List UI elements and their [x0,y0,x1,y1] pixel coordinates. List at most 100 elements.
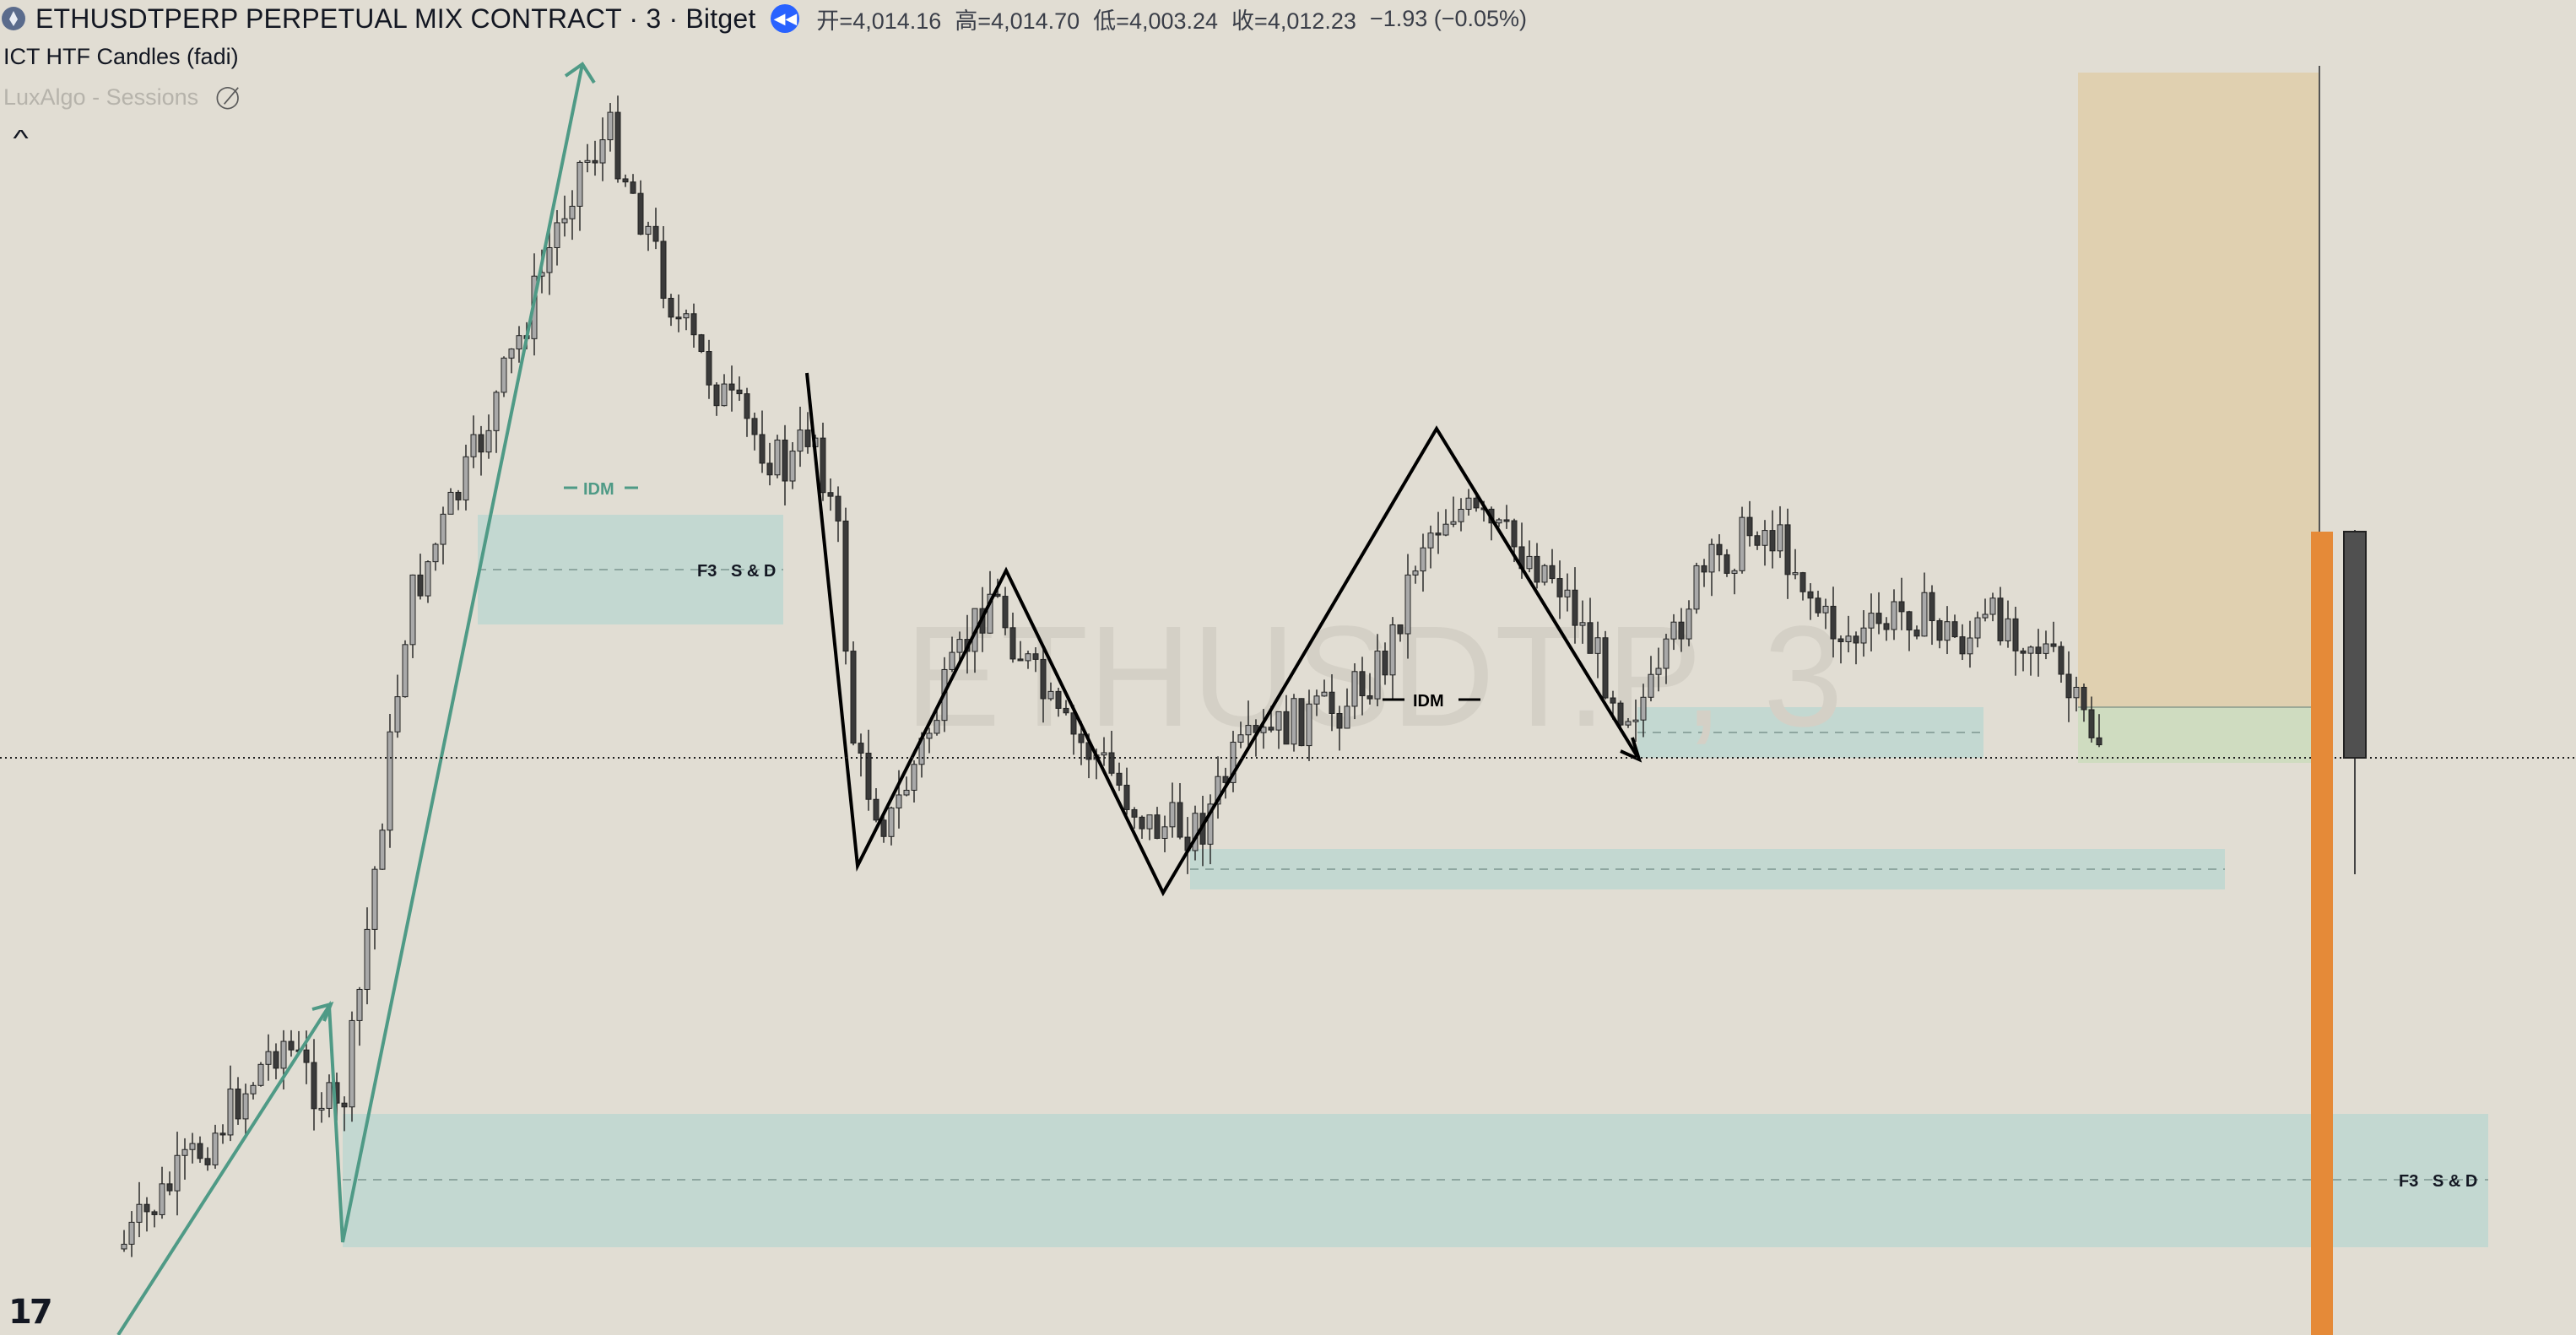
candle-body [592,159,598,164]
candle-body [698,334,705,353]
swing-arrowhead-green-mid [311,1002,334,1022]
candle-body [1442,523,1449,536]
candle-body [318,1107,325,1111]
candle-body [508,349,515,359]
rewind-icon[interactable]: ◀◀ [771,4,800,33]
candle-body [1746,516,1753,537]
candle-body [1101,752,1107,756]
candle-body [1579,622,1586,626]
candle-body [1837,638,1844,642]
candle-body [219,1132,226,1136]
candle-body [402,644,409,698]
candle-body [1078,733,1085,743]
candle-body [1655,668,1662,675]
candle-body [614,111,621,180]
candle-body [1450,521,1457,525]
candle-body [1967,637,1973,655]
candle-body [2065,673,2072,699]
candle-body [1845,635,1852,642]
indicator-ict-htf-candles[interactable]: ICT HTF Candles (fadi) [3,44,239,70]
candle-body [1275,711,1282,731]
ohlc-low: 低=4,003.24 [1093,8,1219,34]
candle-body [1420,547,1426,572]
candle-body [1123,784,1130,810]
candle-body [1321,691,1328,697]
candle-body [1002,596,1009,629]
candle-body [2027,646,2034,654]
candle-body [994,593,1001,597]
candle-body [136,1203,143,1223]
indicator-luxalgo-sessions[interactable]: LuxAlgo - Sessions ◯̸ [3,84,240,111]
tradingview-logo[interactable]: 17 [8,1293,53,1332]
candle-body [637,192,644,235]
candle-body [1397,624,1404,635]
chevron-up-icon[interactable]: ^ [13,125,29,151]
candle-body [478,434,484,453]
candle-body [782,439,788,482]
candle-body [1108,752,1115,774]
eye-off-icon[interactable]: ◯̸ [215,84,241,109]
candle-body [1230,741,1237,783]
candle-body [1875,613,1882,624]
candle-body [1063,707,1069,714]
candle-body [1556,578,1563,597]
candle-body [1169,802,1176,828]
candle-body [1799,572,1806,592]
candle-body [159,1183,165,1215]
candle-body [1245,725,1252,736]
candle-body [516,335,522,350]
candle-body [820,437,826,494]
candle-body [630,181,636,194]
candle-body [1040,658,1047,700]
candle-body [569,205,576,219]
candle-body [1648,673,1654,698]
candle-body [425,561,431,597]
candle-body [1192,813,1199,851]
candle-body [865,752,872,800]
candle-body [2043,643,2049,654]
indicator-label: LuxAlgo - Sessions [3,84,199,110]
candle-body [1017,658,1024,662]
candle-body [1534,555,1540,583]
candle-body [2020,650,2027,654]
chart-header: ETHUSDTPERP PERPETUAL MIX CONTRACT · 3 ·… [0,0,1540,37]
candle-body [432,543,439,563]
candle-body [341,1102,348,1108]
candle-body [1154,814,1161,839]
candle-body [1503,519,1510,522]
candle-body [903,789,910,796]
symbol-title[interactable]: ETHUSDTPERP PERPETUAL MIX CONTRACT · 3 ·… [35,3,756,34]
candle-body [1351,671,1358,707]
candle-body [2096,737,2102,746]
swing-line-green [116,63,584,1335]
candle-body [364,928,371,990]
candle-body [1716,543,1723,555]
candle-body [660,241,667,299]
candle-body [1025,653,1031,662]
swing-arrowhead-black [1620,737,1642,763]
candle-body [1929,592,1935,622]
candle-body [668,297,674,318]
candle-body [1313,695,1320,705]
candle-body [546,247,553,273]
candle-body [1708,543,1715,573]
candle-body [1526,555,1533,570]
candle-body [2050,643,2057,647]
candle-body [1989,597,1996,615]
candle-body [1594,637,1601,654]
candle-body [1427,532,1434,549]
candle-body [2073,686,2080,699]
candle-body [1777,524,1783,552]
candle-body [1913,630,1920,637]
candle-body [842,520,849,652]
candle-body [987,593,993,634]
candle-body [1291,698,1297,745]
candle-body [1731,570,1738,574]
candle-body [1306,703,1312,747]
candle-body [2088,709,2095,738]
candle-body [242,1093,249,1120]
ohlc-change: −1.93 (−0.05%) [1369,5,1528,31]
candle-body [2012,618,2019,651]
candle-body [1336,712,1343,729]
